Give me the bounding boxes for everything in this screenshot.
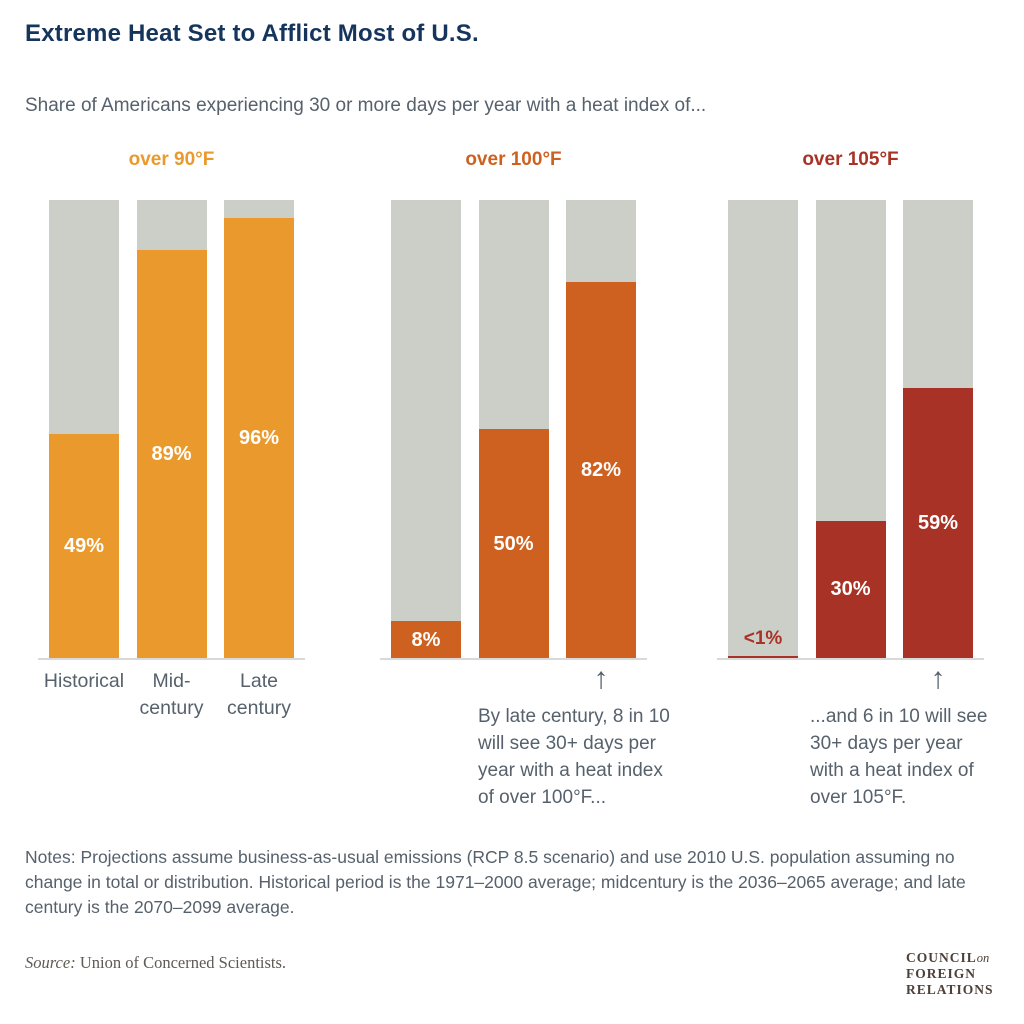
- cfr-logo: COUNCILon FOREIGN RELATIONS: [906, 950, 994, 998]
- up-arrow-icon: ↑: [593, 662, 609, 695]
- bar-value-label: 82%: [580, 459, 622, 482]
- bar-track: 8%: [391, 200, 461, 658]
- annotation-3: ...and 6 in 10 will see 30+ days per year…: [810, 703, 987, 811]
- category-label-line: Historical: [43, 670, 125, 692]
- annotation-line: 30+ days per year: [810, 733, 963, 754]
- bar-track: 50%: [478, 200, 549, 658]
- bar-value-label: 30%: [830, 578, 871, 601]
- bar-fill: [136, 250, 207, 658]
- category-label-mid-century: Mid-century: [122, 668, 222, 722]
- logo-line-3: RELATIONS: [906, 982, 994, 997]
- bar-fill: [903, 387, 973, 658]
- annotation-line: will see 30+ days per: [478, 733, 656, 754]
- source-line: Source: Union of Concerned Scientists.: [25, 953, 286, 973]
- bar-fill: [391, 621, 461, 658]
- page-title: Extreme Heat Set to Afflict Most of U.S.: [25, 20, 479, 47]
- up-arrow-icon: ↑: [930, 662, 946, 695]
- bar-fill: [815, 520, 886, 658]
- group-header-2: over 100°F: [465, 149, 562, 170]
- bar-value-label: 50%: [493, 532, 534, 555]
- annotation-line: of over 100°F...: [478, 787, 606, 808]
- bar-value-label: 59%: [917, 511, 959, 534]
- bar-value-label: 49%: [63, 534, 105, 557]
- annotation-line: By late century, 8 in 10: [478, 706, 670, 727]
- bar-track: 96%: [224, 200, 294, 658]
- bar-track: 30%: [815, 200, 886, 658]
- annotation-line: with a heat index of: [810, 760, 974, 781]
- category-label-line: century: [227, 697, 291, 719]
- bar-track: 49%: [49, 200, 119, 658]
- bar-value-label: 8%: [411, 628, 441, 651]
- bar-value-label: 89%: [151, 443, 192, 466]
- bar-track: <1%: [728, 200, 798, 658]
- category-label-late-century: Late century: [209, 668, 309, 722]
- category-label-line: century: [139, 697, 204, 719]
- logo-on: on: [976, 951, 990, 965]
- category-label-line: Late: [240, 670, 278, 692]
- category-label-historical: Historical: [34, 668, 134, 695]
- bar-fill: [224, 218, 294, 658]
- chart-notes: Notes: Projections assume business-as-us…: [25, 847, 966, 917]
- bar-fill: [566, 282, 636, 658]
- logo-line-1: COUNCILon: [906, 950, 990, 965]
- source-text: Union of Concerned Scientists.: [75, 953, 287, 972]
- bar-value-label: 96%: [238, 427, 280, 450]
- x-axis-3: [717, 658, 984, 660]
- source-label: Source:: [25, 953, 76, 972]
- group-header-1: over 90°F: [128, 149, 215, 170]
- annotation-line: over 105°F.: [810, 787, 907, 808]
- x-axis-2: [380, 658, 647, 660]
- chart-subtitle: Share of Americans experiencing 30 or mo…: [25, 95, 707, 116]
- category-label-line: Mid-: [152, 670, 191, 692]
- annotation-2: By late century, 8 in 10 will see 30+ day…: [478, 703, 670, 811]
- bar-fill: [728, 655, 798, 658]
- annotation-line: ...and 6 in 10 will see: [810, 706, 988, 727]
- bar-fill: [49, 433, 119, 658]
- bar-track: 82%: [566, 200, 636, 658]
- bar-track: 89%: [136, 200, 207, 658]
- bar-fill: [478, 429, 549, 658]
- logo-line-2: FOREIGN: [906, 966, 977, 981]
- group-header-3: over 105°F: [802, 149, 899, 170]
- bar-value-label: <1%: [743, 628, 783, 649]
- annotation-line: year with a heat index: [478, 760, 663, 781]
- x-axis-1: [38, 658, 305, 660]
- bar-track: 59%: [903, 200, 973, 658]
